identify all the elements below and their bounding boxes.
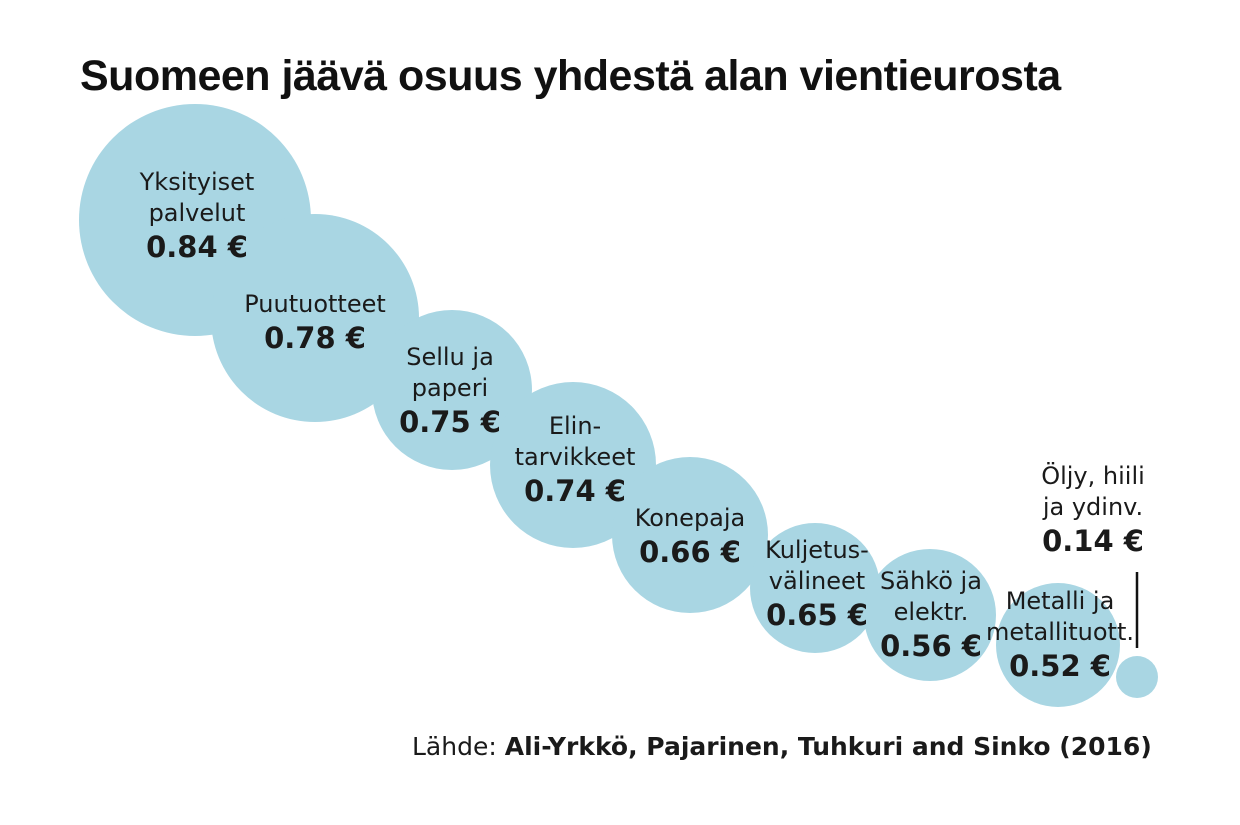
bubble-value-label: 0.52 €: [1009, 649, 1111, 683]
bubble-label-group-4: Elin-tarvikkeet 0.74 €: [515, 412, 636, 508]
bubble-label: Yksityiset: [139, 168, 255, 196]
bubble-label-group-6: Kuljetus-välineet 0.65 €: [765, 536, 869, 632]
bubble-4: [490, 382, 656, 548]
bubble-label: Kuljetus-: [765, 536, 869, 564]
bubble-label: tarvikkeet: [515, 443, 636, 471]
source-authors: Ali-Yrkkö, Pajarinen, Tuhkuri and Sinko …: [504, 732, 1152, 761]
bubble-label: Öljy, hiili: [1041, 461, 1145, 490]
bubble-label: paperi: [412, 374, 488, 402]
bubble-label: Metalli ja: [1006, 587, 1115, 615]
bubble-label-group-9: Öljy, hiili ja ydinv. 0.14 €: [1041, 461, 1145, 558]
bubbles-layer: [79, 104, 1158, 707]
bubble-value-label: 0.84 €: [146, 230, 248, 264]
bubble-label-group-3: Sellu ja paperi 0.75 €: [399, 343, 501, 439]
bubble-value-label: 0.65 €: [766, 598, 868, 632]
bubble-label-group-8: Metalli ja metallituott. 0.52 €: [986, 587, 1134, 683]
bubble-label: Sähkö ja: [880, 567, 982, 595]
bubble-value-label: 0.75 €: [399, 405, 501, 439]
bubble-label: elektr.: [894, 598, 969, 626]
bubble-9: [1116, 656, 1158, 698]
source-note: Lähde: Ali-Yrkkö, Pajarinen, Tuhkuri and…: [412, 732, 1152, 761]
bubble-label: metallituott.: [986, 618, 1134, 646]
labels-layer: Yksityiset palvelut 0.84 € Puutuotteet 0.78 …: [139, 168, 1145, 683]
bubble-label: välineet: [769, 567, 865, 595]
bubble-2: [211, 214, 419, 422]
bubble-label: Sellu ja: [406, 343, 494, 371]
chart-title: Suomeen jäävä osuus yhdestä alan vientie…: [80, 52, 1061, 100]
bubble-label-group-2: Puutuotteet 0.78 €: [244, 290, 386, 355]
bubble-value-label: 0.56 €: [880, 629, 982, 663]
bubble-label: Puutuotteet: [244, 290, 386, 318]
bubble-value-label: 0.66 €: [639, 535, 741, 569]
bubble-label: Konepaja: [635, 504, 746, 532]
bubble-3: [372, 310, 532, 470]
bubble-7: [864, 549, 996, 681]
source-prefix: Lähde:: [412, 732, 505, 761]
bubble-label-group-7: Sähkö ja elektr. 0.56 €: [880, 567, 982, 663]
bubble-value-label: 0.14 €: [1042, 524, 1144, 558]
bubble-label: Elin-: [549, 412, 601, 440]
bubble-6: [750, 523, 880, 653]
bubble-label-group-1: Yksityiset palvelut 0.84 €: [139, 168, 255, 264]
bubble-value-label: 0.74 €: [524, 474, 626, 508]
bubble-label: ja ydinv.: [1042, 493, 1143, 521]
bubble-8: [996, 583, 1120, 707]
bubble-5: [612, 457, 768, 613]
bubble-label: palvelut: [149, 199, 246, 227]
bubble-value-label: 0.78 €: [264, 321, 366, 355]
bubble-label-group-5: Konepaja 0.66 €: [635, 504, 746, 569]
